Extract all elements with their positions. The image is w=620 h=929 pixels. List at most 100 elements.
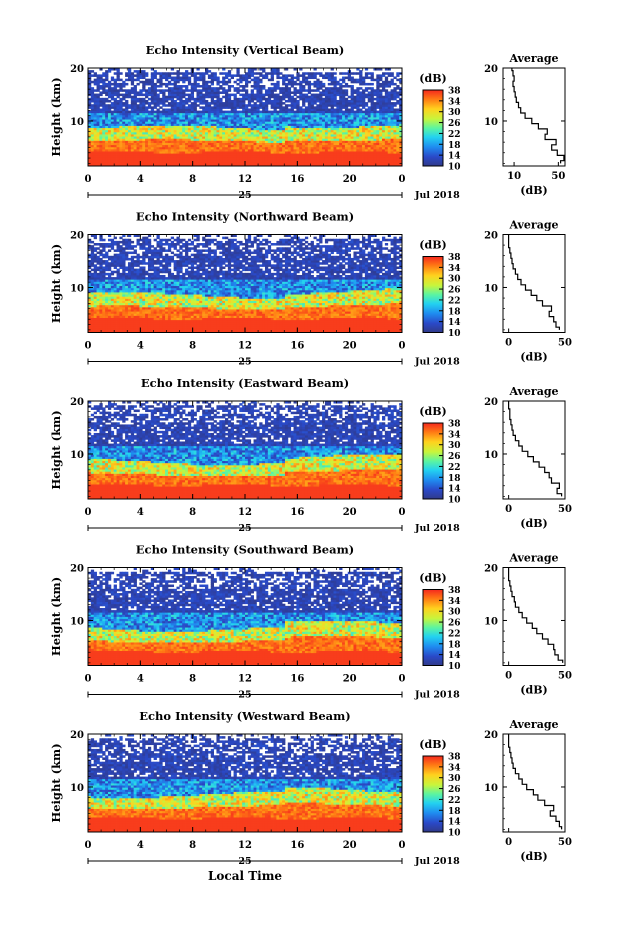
avg-x-tick-label: 50 bbox=[558, 338, 572, 349]
x-tick-label: 12 bbox=[238, 174, 252, 185]
colorbar-tick-label: 18 bbox=[448, 640, 461, 650]
avg-x-tick-label: 50 bbox=[558, 837, 572, 848]
colorbar-tick-label: 10 bbox=[448, 662, 461, 672]
date-label: Jul 2018 bbox=[414, 190, 460, 201]
x-tick-label: 16 bbox=[290, 840, 304, 851]
avg-y-tick-label: 10 bbox=[484, 117, 498, 128]
avg-y-tick-label: 20 bbox=[484, 730, 498, 741]
panel-2: Echo Intensity (Northward Beam)1020Heigh… bbox=[49, 210, 572, 368]
x-tick-label: 4 bbox=[137, 840, 144, 851]
y-axis-label: Height (km) bbox=[49, 743, 63, 822]
average-profile-line bbox=[509, 568, 563, 663]
average-title: Average bbox=[508, 219, 558, 232]
avg-x-tick-label: 10 bbox=[507, 171, 521, 182]
x-tick-label: 16 bbox=[290, 174, 304, 185]
colorbar-unit: (dB) bbox=[419, 72, 446, 85]
avg-y-tick-label: 20 bbox=[484, 231, 498, 242]
x-tick-label: 8 bbox=[189, 840, 196, 851]
local-time-label: Local Time bbox=[208, 869, 282, 883]
avg-y-tick-label: 10 bbox=[484, 616, 498, 627]
colorbar-unit: (dB) bbox=[419, 572, 446, 585]
colorbar-tick-label: 30 bbox=[448, 108, 461, 118]
y-tick-label: 20 bbox=[70, 397, 84, 408]
x-tick-label: 0 bbox=[85, 674, 92, 685]
colorbar-tick-label: 14 bbox=[448, 318, 461, 328]
date-label: Jul 2018 bbox=[414, 690, 460, 701]
average-frame bbox=[503, 401, 565, 499]
avg-x-tick-label: 50 bbox=[558, 504, 572, 515]
y-tick-label: 10 bbox=[70, 283, 84, 294]
panel-title: Echo Intensity (Southward Beam) bbox=[136, 543, 354, 557]
y-tick-label: 20 bbox=[70, 730, 84, 741]
y-axis-label: Height (km) bbox=[49, 577, 63, 656]
panel-title: Echo Intensity (Westward Beam) bbox=[139, 709, 350, 723]
x-tick-label: 0 bbox=[85, 840, 92, 851]
colorbar-tick-label: 22 bbox=[448, 296, 461, 306]
y-tick-label: 20 bbox=[70, 64, 84, 75]
average-title: Average bbox=[508, 52, 558, 65]
colorbar bbox=[423, 90, 443, 166]
colorbar-tick-label: 26 bbox=[448, 619, 461, 629]
average-frame bbox=[503, 235, 565, 333]
date-label: Jul 2018 bbox=[414, 523, 460, 534]
colorbar-tick-label: 34 bbox=[448, 97, 461, 107]
average-profile-line bbox=[512, 68, 564, 163]
colorbar-tick-label: 10 bbox=[448, 496, 461, 506]
colorbar-tick-label: 30 bbox=[448, 608, 461, 618]
colorbar-tick-label: 30 bbox=[448, 774, 461, 784]
y-axis-label: Height (km) bbox=[49, 244, 63, 323]
panel-1: Echo Intensity (Vertical Beam)1020Height… bbox=[49, 43, 565, 201]
colorbar-tick-label: 22 bbox=[448, 130, 461, 140]
colorbar-tick-label: 26 bbox=[448, 452, 461, 462]
avg-y-tick-label: 10 bbox=[484, 283, 498, 294]
colorbar bbox=[423, 756, 443, 832]
colorbar-tick-label: 34 bbox=[448, 264, 461, 274]
colorbar-tick-label: 18 bbox=[448, 474, 461, 484]
x-tick-label: 0 bbox=[399, 341, 406, 352]
x-tick-label: 0 bbox=[85, 174, 92, 185]
heatmap bbox=[88, 235, 402, 333]
colorbar-tick-label: 26 bbox=[448, 119, 461, 129]
x-tick-label: 8 bbox=[189, 507, 196, 518]
x-tick-label: 0 bbox=[399, 507, 406, 518]
average-frame bbox=[503, 568, 565, 666]
y-tick-label: 10 bbox=[70, 616, 84, 627]
avg-y-tick-label: 20 bbox=[484, 64, 498, 75]
avg-x-tick-label: 0 bbox=[505, 338, 512, 349]
day-label: 25 bbox=[238, 523, 251, 534]
colorbar-tick-label: 22 bbox=[448, 463, 461, 473]
colorbar-tick-label: 30 bbox=[448, 441, 461, 451]
day-label: 25 bbox=[238, 357, 251, 368]
x-tick-label: 16 bbox=[290, 341, 304, 352]
panel-title: Echo Intensity (Vertical Beam) bbox=[146, 43, 345, 57]
panel-title: Echo Intensity (Eastward Beam) bbox=[141, 376, 349, 390]
colorbar-unit: (dB) bbox=[419, 738, 446, 751]
panel-4: Echo Intensity (Southward Beam) 10 20 Heigh… bbox=[49, 543, 572, 701]
avg-y-tick-label: 20 bbox=[484, 397, 498, 408]
x-tick-label: 20 bbox=[343, 507, 357, 518]
x-tick-label: 0 bbox=[399, 174, 406, 185]
x-tick-label: 8 bbox=[189, 674, 196, 685]
avg-x-tick-label: 50 bbox=[551, 171, 565, 182]
heatmap bbox=[88, 401, 402, 499]
colorbar-tick-label: 34 bbox=[448, 763, 461, 773]
y-tick-label: 20 bbox=[70, 231, 84, 242]
avg-x-label: (dB) bbox=[520, 517, 547, 530]
average-frame bbox=[503, 68, 565, 166]
heatmap bbox=[88, 734, 402, 832]
colorbar-tick-label: 26 bbox=[448, 286, 461, 296]
colorbar-tick-label: 38 bbox=[448, 586, 461, 596]
x-tick-label: 4 bbox=[137, 341, 144, 352]
date-label: Jul 2018 bbox=[414, 357, 460, 368]
heatmap bbox=[88, 68, 402, 166]
x-tick-label: 20 bbox=[343, 674, 357, 685]
colorbar-tick-label: 38 bbox=[448, 420, 461, 430]
colorbar-tick-label: 22 bbox=[448, 796, 461, 806]
average-profile-line bbox=[509, 734, 562, 829]
average-title: Average bbox=[508, 385, 558, 398]
x-tick-label: 0 bbox=[85, 341, 92, 352]
colorbar-tick-label: 14 bbox=[448, 152, 461, 162]
colorbar-tick-label: 18 bbox=[448, 307, 461, 317]
colorbar-tick-label: 34 bbox=[448, 597, 461, 607]
